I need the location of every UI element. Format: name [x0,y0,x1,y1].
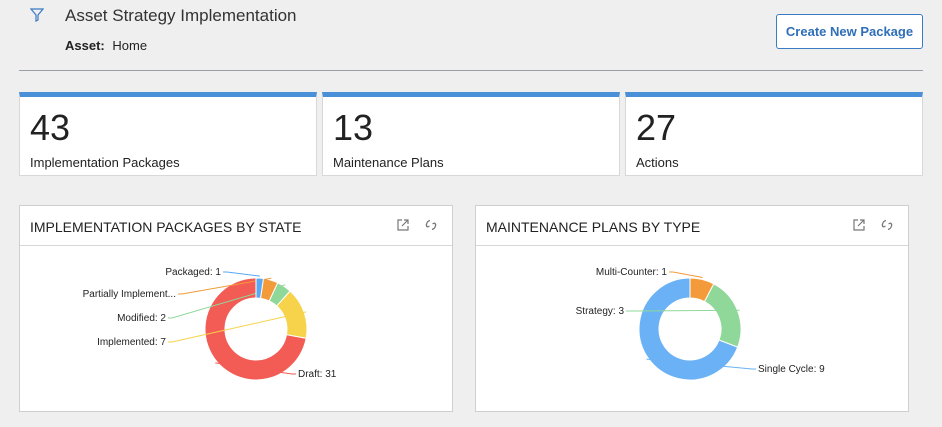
open-external-icon[interactable] [852,218,866,232]
kpi-value: 13 [333,107,374,148]
donut-leader-line [168,311,307,343]
donut-leader-line [646,358,756,370]
donut-leader-line [215,362,296,375]
donut-leader-line [669,271,703,279]
asset-value: Home [112,38,148,53]
donut-slice-multi-counter[interactable] [689,277,715,303]
asset-label: Asset: [65,38,105,53]
refresh-icon[interactable] [424,218,438,232]
donut-leader-line [168,284,286,319]
donut-slice-partially-implement[interactable] [259,277,279,302]
kpi-label: Implementation Packages [30,155,180,170]
donut-leader-line [626,309,740,312]
kpi-implementation-packages[interactable]: 43 Implementation Packages [19,92,317,176]
donut-slice-label: Multi-Counter: 1 [596,267,668,278]
card-header: MAINTENANCE PLANS BY TYPE [476,206,908,246]
donut-leader-line [178,277,272,295]
donut-slice-single-cycle[interactable] [638,277,739,381]
asset-line: Asset: Home [65,38,147,53]
header-divider [19,70,923,71]
open-external-icon[interactable] [396,218,410,232]
donut-slice-label: Single Cycle: 9 [758,364,825,375]
donut-slice-label: Draft: 31 [298,369,337,380]
kpi-value: 27 [636,107,677,148]
card-title: IMPLEMENTATION PACKAGES BY STATE [30,219,302,235]
kpi-label: Maintenance Plans [333,155,444,170]
donut-slice-label: Packaged: 1 [165,267,221,278]
kpi-maintenance-plans[interactable]: 13 Maintenance Plans [322,92,620,176]
donut-slice-label: Implemented: 7 [97,337,166,348]
page-header: Asset Strategy Implementation Asset: Hom… [0,0,942,72]
kpi-label: Actions [636,155,679,170]
card-header: IMPLEMENTATION PACKAGES BY STATE [20,206,452,246]
donut-slice-modified[interactable] [268,282,291,307]
donut-slice-label: Strategy: 3 [576,306,625,317]
kpi-actions[interactable]: 27 Actions [625,92,923,176]
packages-donut-chart: Draft: 31 Implemented: 7 Modified: 2 Partia… [83,267,337,381]
filter-icon[interactable] [29,8,45,22]
page-title: Asset Strategy Implementation [65,6,297,25]
donut-slice-draft[interactable] [204,277,307,381]
card-title: MAINTENANCE PLANS BY TYPE [486,219,701,235]
kpi-value: 43 [30,107,71,148]
donut-leader-line [223,271,260,277]
refresh-icon[interactable] [880,218,894,232]
donut-slice-packaged[interactable] [255,277,264,299]
donut-slice-label: Partially Implement... [83,289,176,300]
donut-slice-strategy[interactable] [703,283,742,348]
plans-donut-chart: Single Cycle: 9 Strategy: 3 Multi-Counter:… [576,267,825,381]
card-plans-by-type: MAINTENANCE PLANS BY TYPE Single Cycle: … [475,205,909,412]
donut-slice-label: Modified: 2 [117,313,166,324]
card-packages-by-state: IMPLEMENTATION PACKAGES BY STATE Draft: … [19,205,453,412]
create-new-package-button[interactable]: Create New Package [776,14,923,49]
